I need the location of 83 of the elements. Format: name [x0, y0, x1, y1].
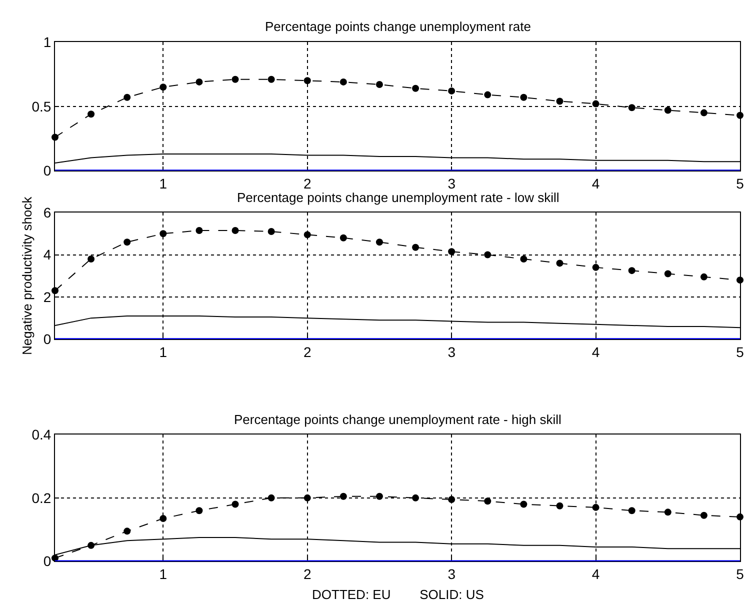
y-tick-label: 0.5 [32, 98, 52, 114]
x-tick-label: 2 [303, 175, 312, 192]
point [664, 270, 672, 278]
point [700, 109, 708, 116]
point [412, 244, 420, 251]
point [448, 496, 456, 504]
point [124, 238, 131, 246]
point [232, 76, 239, 83]
point [304, 494, 311, 502]
point [412, 84, 420, 92]
point [664, 106, 672, 114]
point [88, 110, 95, 118]
point [448, 87, 456, 94]
x-tick-label: 3 [448, 175, 456, 192]
y-tick-label: 2 [43, 288, 52, 305]
point [376, 492, 383, 500]
chart-title: Percentage points change unemployment rate - low skill [237, 190, 560, 205]
point [160, 515, 167, 522]
x-tick-label: 2 [303, 344, 312, 360]
point [628, 507, 636, 514]
y-tick-label: 1 [43, 34, 52, 50]
text: DOTTED: EU SOLID: US [312, 587, 484, 602]
point [304, 77, 311, 84]
x-tick-label: 4 [592, 175, 600, 192]
point [232, 500, 239, 508]
x-tick-label: 3 [448, 344, 456, 360]
point [556, 502, 564, 510]
x-tick-label: 4 [592, 566, 600, 582]
point [448, 248, 456, 256]
point [268, 76, 275, 83]
y-tick-label: 0 [43, 162, 52, 179]
point [160, 84, 167, 91]
chart-title: Percentage points change unemployment rate - high skill [234, 412, 562, 427]
y-tick-label: 0 [43, 331, 52, 348]
point [412, 494, 420, 502]
point [556, 98, 564, 105]
point [196, 78, 203, 86]
point [520, 94, 528, 101]
point [700, 512, 708, 519]
x-tick-label: 5 [736, 175, 744, 192]
point [700, 273, 708, 280]
y-tick-label: 4 [43, 246, 52, 263]
point [628, 267, 636, 274]
point [376, 81, 383, 88]
point [664, 508, 672, 516]
point [376, 238, 383, 246]
point [196, 226, 203, 234]
x-tick-label: 1 [159, 175, 168, 192]
point [268, 228, 275, 236]
point [484, 91, 492, 98]
point [592, 504, 600, 511]
point [88, 255, 95, 262]
x-tick-label: 2 [303, 566, 312, 582]
point [592, 264, 600, 271]
point [340, 492, 347, 500]
x-tick-label: 1 [159, 344, 168, 360]
point [592, 100, 600, 108]
point [520, 255, 528, 262]
point [628, 104, 636, 112]
point [196, 507, 203, 514]
x-tick-label: 5 [736, 344, 744, 360]
point [268, 494, 275, 502]
y-tick-label: 0 [43, 553, 52, 570]
point [484, 251, 492, 258]
x-tick-label: 5 [736, 566, 744, 582]
x-tick-label: 4 [592, 344, 600, 360]
point [232, 226, 239, 234]
point [484, 498, 492, 505]
y-axis-title: Negative productivity shock [19, 196, 34, 355]
x-tick-label: 1 [159, 566, 168, 582]
y-tick-label: 0.4 [32, 426, 52, 443]
point [340, 234, 347, 242]
point [556, 260, 564, 267]
point [124, 528, 131, 535]
point [124, 94, 131, 101]
point [304, 231, 311, 238]
point [340, 78, 347, 86]
point [160, 230, 167, 238]
y-tick-label: 0.2 [32, 490, 52, 506]
chart-title: Percentage points change unemployment rate [265, 19, 531, 34]
y-tick-label: 6 [43, 204, 52, 220]
point [520, 500, 528, 508]
x-tick-label: 3 [448, 566, 456, 582]
